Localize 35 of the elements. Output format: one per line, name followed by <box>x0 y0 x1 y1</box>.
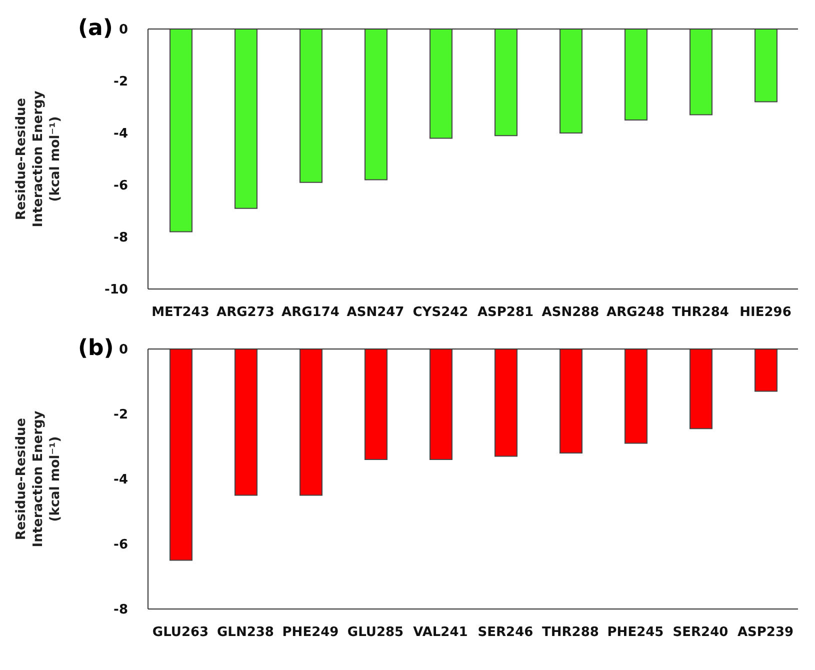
y-tick-label: 0 <box>118 342 128 358</box>
y-tick-label: -8 <box>114 602 128 618</box>
x-tick-label: PHE245 <box>607 625 664 640</box>
x-tick-label: THR284 <box>672 305 729 320</box>
chart-title: (b) <box>78 336 114 361</box>
y-axis-title: Residue-Residue Interaction Energy (kcal mol⁻¹) <box>14 410 63 548</box>
y-tick-label: -4 <box>114 126 128 142</box>
y-tick-label: -6 <box>114 178 128 194</box>
y-tick-label: -6 <box>114 538 128 553</box>
x-tick-label: PHE249 <box>282 625 339 640</box>
x-tick-label: HIE296 <box>740 305 792 320</box>
x-tick-label: ARG248 <box>606 305 664 320</box>
y-tick-label: -4 <box>114 472 128 488</box>
chart-title: (a) <box>78 16 113 41</box>
x-tick-label: MET243 <box>152 305 210 320</box>
y-tick-label: -2 <box>114 408 128 423</box>
x-tick-label: ASN247 <box>346 305 404 320</box>
x-tick-label: ASN288 <box>542 305 600 320</box>
x-tick-label: GLN238 <box>217 625 274 640</box>
x-tick-label: SER246 <box>478 625 534 640</box>
x-tick-label: ARG174 <box>282 305 340 320</box>
x-tick-label: ASP239 <box>737 625 794 640</box>
y-tick-label: -10 <box>104 282 128 298</box>
y-tick-label: 0 <box>118 22 128 38</box>
y-tick-label: -8 <box>114 230 128 246</box>
x-tick-label: GLU285 <box>347 625 404 640</box>
x-tick-label: SER240 <box>672 625 728 640</box>
x-tick-label: VAL241 <box>413 625 468 640</box>
y-axis-title: Residue-Residue Interaction Energy (kcal mol⁻¹) <box>14 90 63 228</box>
x-tick-label: ASP281 <box>477 305 534 320</box>
x-tick-label: ARG273 <box>216 305 274 320</box>
x-tick-label: THR288 <box>542 625 599 640</box>
x-tick-label: GLU263 <box>152 625 209 640</box>
y-tick-label: -2 <box>114 74 128 90</box>
x-tick-label: CYS242 <box>412 305 468 320</box>
